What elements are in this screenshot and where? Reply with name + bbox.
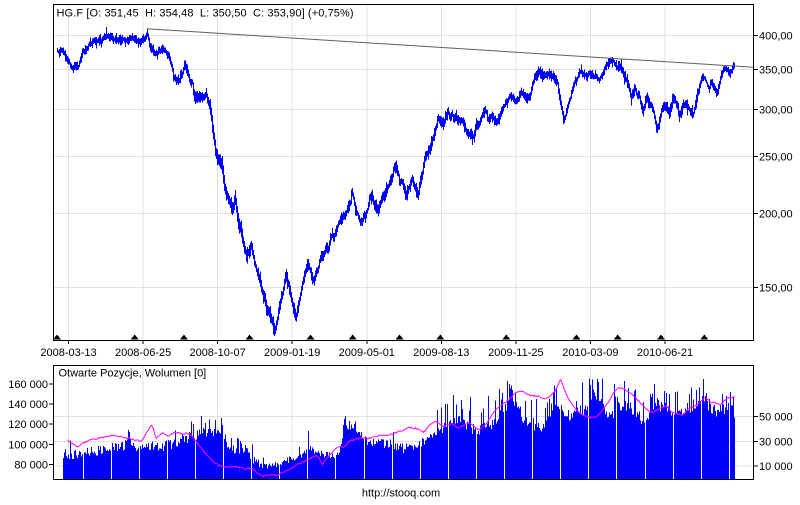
svg-text:200,00: 200,00 bbox=[759, 209, 793, 221]
svg-text:10 000: 10 000 bbox=[759, 461, 793, 473]
svg-text:2010-06-21: 2010-06-21 bbox=[637, 347, 693, 359]
svg-text:150,00: 150,00 bbox=[759, 283, 793, 295]
svg-text:Otwarte Pozycje, Wolumen [0]: Otwarte Pozycje, Wolumen [0] bbox=[59, 368, 207, 380]
svg-text:300,00: 300,00 bbox=[759, 104, 793, 116]
svg-text:2009-11-25: 2009-11-25 bbox=[488, 347, 543, 359]
svg-text:HG.F [O: 351,45 H: 354,48 L:: HG.F [O: 351,45 H: 354,48 L: 350,50 C: 3… bbox=[57, 8, 354, 20]
svg-text:http://stooq.com: http://stooq.com bbox=[362, 488, 440, 500]
svg-text:80 000: 80 000 bbox=[14, 459, 48, 471]
svg-text:50 000: 50 000 bbox=[759, 412, 793, 424]
svg-text:2009-05-01: 2009-05-01 bbox=[339, 347, 395, 359]
svg-text:2008-03-13: 2008-03-13 bbox=[40, 347, 96, 359]
svg-text:160 000: 160 000 bbox=[8, 379, 48, 391]
svg-text:350,00: 350,00 bbox=[759, 65, 793, 77]
svg-text:2009-01-19: 2009-01-19 bbox=[264, 347, 320, 359]
svg-text:140 000: 140 000 bbox=[8, 399, 48, 411]
svg-text:2010-03-09: 2010-03-09 bbox=[562, 347, 618, 359]
svg-text:120 000: 120 000 bbox=[8, 419, 48, 431]
svg-text:2009-08-13: 2009-08-13 bbox=[413, 347, 469, 359]
svg-text:2008-10-07: 2008-10-07 bbox=[189, 347, 245, 359]
svg-text:2008-06-25: 2008-06-25 bbox=[115, 347, 171, 359]
svg-text:30 000: 30 000 bbox=[759, 436, 793, 448]
svg-text:400,00: 400,00 bbox=[759, 30, 793, 42]
svg-text:100 000: 100 000 bbox=[8, 439, 48, 451]
svg-text:250,00: 250,00 bbox=[759, 151, 793, 163]
